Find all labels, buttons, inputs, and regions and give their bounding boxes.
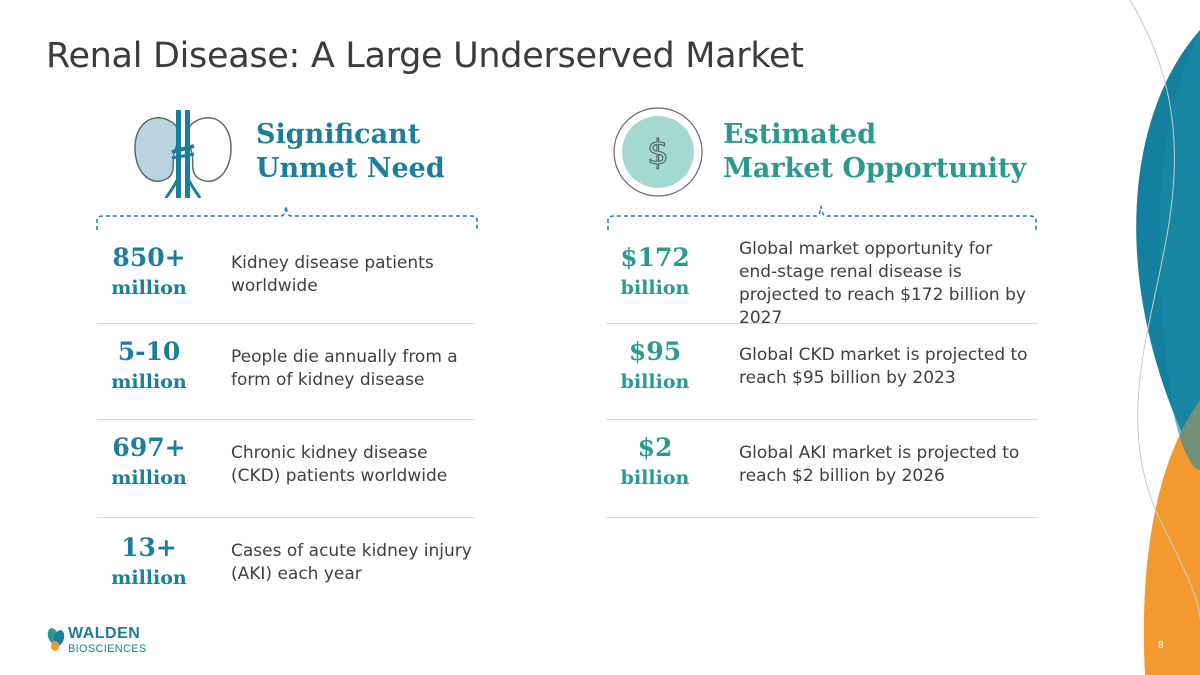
stat-value: 850+ million xyxy=(97,242,201,302)
dollar-icon: $ xyxy=(613,107,703,197)
stat-number: 13+ xyxy=(121,533,177,562)
walden-logo-icon xyxy=(47,628,65,651)
logo-name: WALDEN xyxy=(68,625,141,642)
stat-value: 5-10 million xyxy=(97,336,201,396)
unmet-need-list: 850+ million Kidney disease patients wor… xyxy=(97,228,475,614)
stat-value: 13+ million xyxy=(97,532,201,592)
stat-number: $172 xyxy=(620,243,690,272)
page-title: Renal Disease: A Large Underserved Marke… xyxy=(46,36,804,76)
right-heading-line2: Market Opportunity xyxy=(723,153,1027,184)
list-item: 697+ million Chronic kidney disease (CKD… xyxy=(97,420,475,518)
stat-description: Global market opportunity for end-stage … xyxy=(739,239,1026,328)
svg-text:$: $ xyxy=(647,133,669,173)
stat-value: $95 billion xyxy=(606,336,704,396)
stat-description: Global CKD market is projected to reach … xyxy=(739,345,1028,388)
stat-value: $172 billion xyxy=(606,242,704,302)
right-brace xyxy=(607,205,1037,230)
left-heading: Significant Unmet Need xyxy=(256,118,445,186)
kidney-icon xyxy=(134,110,232,198)
list-item: 850+ million Kidney disease patients wor… xyxy=(97,228,475,324)
left-brace xyxy=(96,205,478,230)
company-logo: WALDEN BIOSCIENCES xyxy=(68,626,147,656)
stat-unit: billion xyxy=(620,277,690,299)
stat-description: Chronic kidney disease (CKD) patients wo… xyxy=(231,443,448,486)
stat-value: 697+ million xyxy=(97,432,201,492)
list-item: $172 billion Global market opportunity f… xyxy=(606,228,1038,328)
stat-number: 850+ xyxy=(112,243,186,272)
stat-unit: million xyxy=(111,567,187,589)
right-heading: Estimated Market Opportunity xyxy=(723,118,1026,186)
list-item: 13+ million Cases of acute kidney injury… xyxy=(97,518,475,614)
stat-unit: million xyxy=(111,277,187,299)
left-heading-line2: Unmet Need xyxy=(256,153,445,184)
page-number: 8 xyxy=(1158,640,1164,651)
left-heading-line1: Significant xyxy=(256,119,421,150)
stat-number: 697+ xyxy=(112,433,186,462)
stat-description: Cases of acute kidney injury (AKI) each … xyxy=(231,541,472,584)
stat-description: Kidney disease patients worldwide xyxy=(231,253,434,296)
stat-unit: billion xyxy=(620,467,690,489)
stat-value: $2 billion xyxy=(606,432,704,492)
stat-description: People die annually from a form of kidne… xyxy=(231,347,458,390)
stat-number: $95 xyxy=(628,337,682,366)
stat-number: $2 xyxy=(637,433,673,462)
list-item: $2 billion Global AKI market is projecte… xyxy=(606,420,1038,518)
stat-unit: billion xyxy=(620,371,690,393)
list-item: 5-10 million People die annually from a … xyxy=(97,324,475,420)
market-opportunity-list: $172 billion Global market opportunity f… xyxy=(606,228,1038,518)
list-item: $95 billion Global CKD market is project… xyxy=(606,324,1038,420)
stat-number: 5-10 xyxy=(117,337,181,366)
logo-subtitle: BIOSCIENCES xyxy=(68,643,147,655)
stat-unit: million xyxy=(111,467,187,489)
stat-description: Global AKI market is projected to reach … xyxy=(739,443,1020,486)
stat-unit: million xyxy=(111,371,187,393)
right-heading-line1: Estimated xyxy=(723,119,877,150)
